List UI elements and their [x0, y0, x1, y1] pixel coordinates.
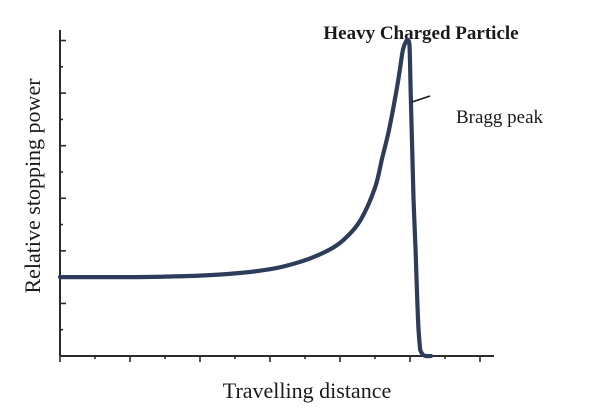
bragg-peak-label: Bragg peak — [456, 107, 544, 128]
x-axis-label: Travelling distance — [223, 378, 391, 403]
chart-title: Heavy Charged Particle — [323, 23, 518, 44]
y-axis-label: Relative stopping power — [20, 78, 45, 294]
stopping-power-curve — [57, 37, 434, 359]
bragg-peak-pointer — [411, 95, 431, 103]
